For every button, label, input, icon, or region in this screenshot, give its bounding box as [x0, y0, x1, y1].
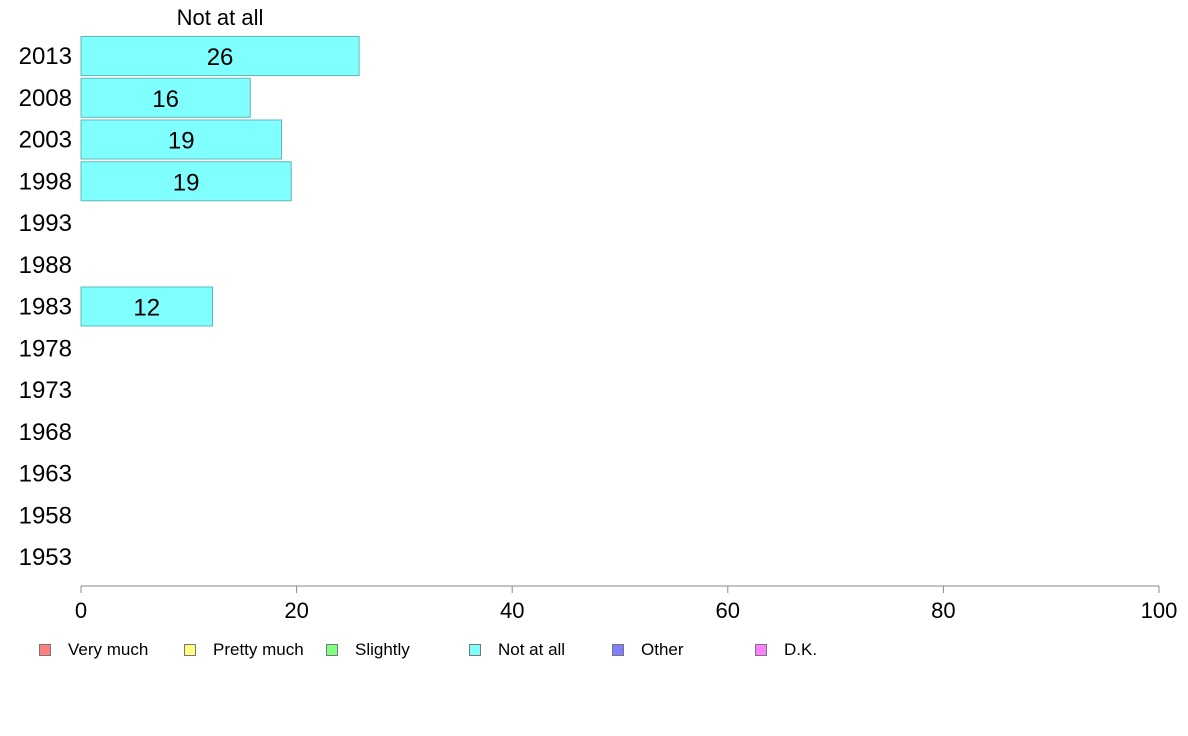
- legend-item: Not at all: [469, 638, 565, 662]
- y-tick-label: 1978: [19, 335, 72, 362]
- y-tick-label: 2003: [19, 127, 72, 154]
- legend-swatch: [469, 644, 481, 656]
- legend-swatch: [612, 644, 624, 656]
- legend-label: Pretty much: [213, 640, 304, 659]
- bar-value-label: 16: [152, 86, 179, 113]
- legend-item: Slightly: [326, 638, 410, 662]
- y-tick-label: 1958: [19, 502, 72, 529]
- legend-item: Pretty much: [184, 638, 304, 662]
- y-tick-label: 1953: [19, 544, 72, 571]
- legend: Very much Pretty much Slightly Not at all Ot…: [0, 638, 1188, 662]
- bar-value-label: 12: [133, 295, 160, 322]
- x-tick-label: 0: [75, 598, 87, 623]
- legend-swatch: [39, 644, 51, 656]
- x-tick-label: 100: [1141, 598, 1178, 623]
- x-tick-label: 80: [931, 598, 955, 623]
- bar: [80, 36, 360, 76]
- legend-swatch: [755, 644, 767, 656]
- legend-item: Other: [612, 638, 684, 662]
- y-tick-label: 1963: [19, 461, 72, 488]
- y-tick-label: 1993: [19, 210, 72, 237]
- y-tick-label: 1988: [19, 252, 72, 279]
- legend-label: Not at all: [498, 640, 566, 659]
- legend-swatch: [326, 644, 338, 656]
- y-tick-label: 1968: [19, 419, 72, 446]
- legend-swatch: [184, 644, 196, 656]
- x-tick-label: 40: [500, 598, 524, 623]
- x-tick-label: 20: [284, 598, 308, 623]
- bar-value-label: 19: [173, 169, 200, 196]
- bar-value-label: 19: [168, 128, 195, 155]
- legend-label: Other: [641, 640, 684, 659]
- y-tick-label: 2013: [19, 43, 72, 70]
- bar-value-label: 26: [207, 44, 234, 71]
- legend-item: D.K.: [755, 638, 817, 662]
- y-tick-label: 1998: [19, 168, 72, 195]
- x-axis: 0 20 40 60 80 100: [75, 585, 1178, 623]
- bars: 26 16 19 19 12: [80, 36, 360, 327]
- legend-label: D.K.: [784, 640, 818, 659]
- bar: [80, 119, 283, 160]
- y-tick-label: 1983: [19, 294, 72, 321]
- legend-label: Slightly: [355, 640, 410, 659]
- y-tick-label: 1973: [19, 377, 72, 404]
- bar: [80, 161, 292, 202]
- legend-item: Very much: [39, 638, 148, 662]
- x-tick-label: 60: [716, 598, 740, 623]
- y-axis-labels: 2013 2008 2003 1998 1993 1988 1983 1978 1973 1968…: [19, 43, 72, 571]
- y-tick-label: 2008: [19, 85, 72, 112]
- panel-title: Not at all: [177, 5, 264, 30]
- bar: [80, 77, 251, 118]
- bar: [80, 286, 214, 327]
- legend-label: Very much: [68, 640, 149, 659]
